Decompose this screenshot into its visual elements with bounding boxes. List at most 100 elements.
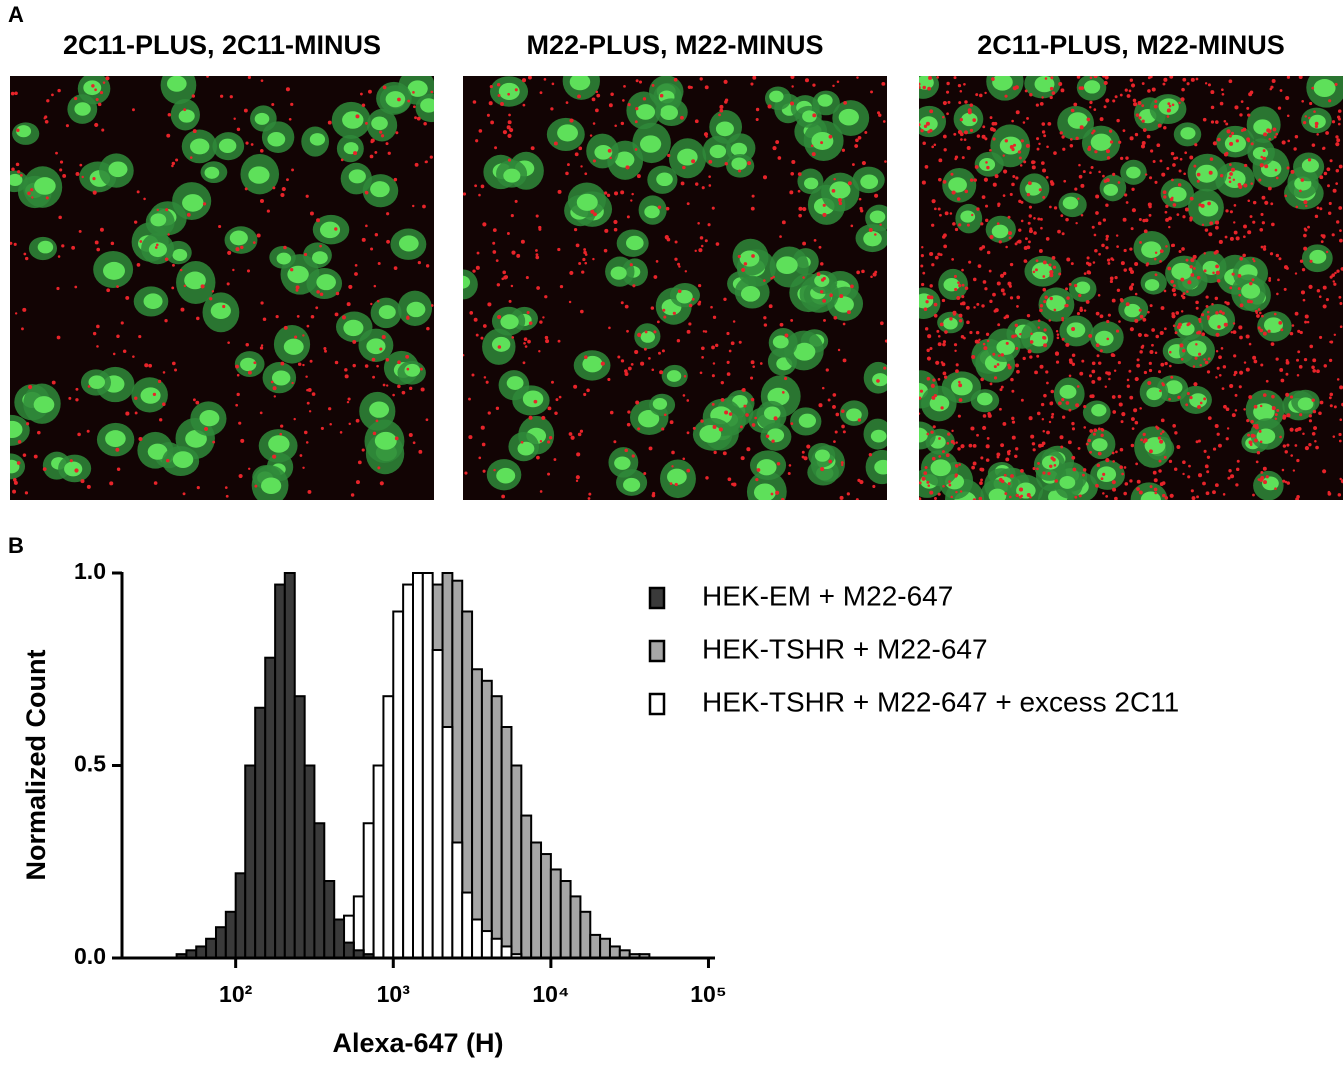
red-dot bbox=[635, 79, 639, 83]
red-dot bbox=[533, 399, 538, 404]
red-dot bbox=[1312, 368, 1317, 373]
histogram-bar bbox=[608, 945, 621, 960]
nucleus bbox=[1144, 437, 1166, 455]
red-dot bbox=[15, 162, 20, 167]
nucleus bbox=[919, 293, 934, 309]
red-dot bbox=[1057, 229, 1061, 234]
red-dot bbox=[1091, 379, 1096, 384]
red-dot bbox=[806, 444, 811, 449]
red-dot bbox=[1229, 383, 1234, 389]
red-dot bbox=[1043, 328, 1047, 332]
red-dot bbox=[1002, 292, 1006, 296]
red-dot bbox=[604, 228, 609, 233]
red-dot bbox=[954, 157, 958, 161]
red-dot bbox=[1168, 104, 1172, 108]
red-dot bbox=[1124, 482, 1129, 486]
nucleus bbox=[739, 250, 760, 267]
nucleus bbox=[610, 266, 627, 280]
red-dot bbox=[699, 77, 703, 81]
red-dot bbox=[1097, 294, 1101, 297]
nucleus bbox=[860, 174, 879, 190]
red-dot bbox=[680, 115, 684, 120]
nucleus bbox=[150, 213, 167, 227]
red-dot bbox=[1339, 229, 1342, 232]
red-dot bbox=[704, 330, 708, 333]
red-dot bbox=[495, 259, 499, 263]
red-dot bbox=[1102, 472, 1106, 476]
red-dot bbox=[1018, 156, 1022, 160]
red-dot bbox=[652, 491, 656, 495]
red-dot bbox=[1277, 106, 1282, 110]
red-dot bbox=[713, 450, 717, 455]
red-dot bbox=[810, 144, 814, 148]
red-dot bbox=[96, 324, 100, 329]
red-dot bbox=[787, 472, 791, 475]
red-dot bbox=[1111, 480, 1116, 485]
red-dot bbox=[1112, 353, 1116, 357]
red-dot bbox=[302, 363, 305, 367]
nucleus bbox=[371, 116, 388, 131]
red-dot bbox=[1142, 218, 1146, 223]
red-dot bbox=[1173, 467, 1178, 471]
red-dot bbox=[132, 108, 135, 112]
nucleus bbox=[804, 177, 819, 190]
red-dot bbox=[1171, 312, 1175, 316]
red-dot bbox=[1167, 266, 1172, 271]
red-dot bbox=[711, 374, 715, 378]
red-dot bbox=[720, 397, 725, 402]
red-dot bbox=[620, 359, 625, 363]
red-dot bbox=[952, 222, 956, 226]
red-dot bbox=[1148, 176, 1153, 180]
red-dot bbox=[1142, 317, 1147, 322]
red-dot bbox=[1100, 427, 1104, 431]
red-dot bbox=[993, 309, 997, 313]
red-dot bbox=[1167, 102, 1171, 106]
red-dot bbox=[1271, 79, 1276, 83]
red-dot bbox=[1203, 449, 1207, 453]
red-dot bbox=[1327, 211, 1332, 215]
red-dot bbox=[528, 415, 533, 420]
red-dot bbox=[750, 397, 755, 402]
red-dot bbox=[1043, 343, 1048, 348]
red-dot bbox=[701, 186, 705, 190]
nucleus bbox=[172, 451, 194, 468]
red-dot bbox=[1129, 78, 1134, 82]
red-dot bbox=[344, 374, 349, 379]
red-dot bbox=[1182, 215, 1186, 219]
red-dot bbox=[13, 242, 17, 246]
nucleus bbox=[992, 76, 1013, 91]
red-dot bbox=[266, 209, 270, 213]
red-dot bbox=[243, 108, 248, 113]
red-dot bbox=[973, 306, 976, 309]
histogram-bar bbox=[471, 668, 483, 959]
red-dot bbox=[1103, 80, 1108, 86]
red-dot bbox=[781, 497, 785, 500]
red-dot bbox=[394, 436, 399, 441]
red-dot bbox=[1271, 394, 1275, 399]
red-dot bbox=[1193, 164, 1197, 168]
red-dot bbox=[953, 343, 958, 347]
red-dot bbox=[1051, 412, 1055, 416]
red-dot bbox=[1253, 259, 1256, 263]
red-dot bbox=[492, 228, 497, 233]
red-dot bbox=[1275, 357, 1279, 361]
red-dot bbox=[939, 322, 944, 327]
nucleus bbox=[316, 274, 336, 291]
red-dot bbox=[732, 482, 737, 487]
histogram-bar bbox=[283, 572, 296, 959]
red-dot bbox=[1011, 420, 1016, 424]
red-dot bbox=[1214, 296, 1219, 301]
red-dot bbox=[1168, 459, 1173, 464]
red-dot bbox=[87, 385, 91, 388]
red-dot bbox=[1207, 317, 1210, 321]
red-dot bbox=[1139, 350, 1143, 354]
red-dot bbox=[634, 349, 639, 355]
red-dot bbox=[328, 407, 332, 411]
red-dot bbox=[949, 317, 953, 321]
red-dot bbox=[1194, 143, 1198, 147]
red-dot bbox=[355, 114, 360, 119]
red-dot bbox=[547, 406, 552, 411]
red-dot bbox=[1092, 432, 1096, 436]
red-dot bbox=[365, 121, 368, 125]
red-dot bbox=[1115, 450, 1118, 454]
